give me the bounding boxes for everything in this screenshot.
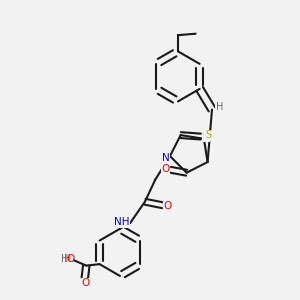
Text: O: O [81,278,89,288]
Text: H: H [61,254,69,264]
Text: S: S [203,132,209,142]
Text: NH: NH [114,217,130,227]
Text: H: H [64,254,72,264]
Text: O: O [162,164,170,174]
Text: S: S [205,130,211,140]
Text: O: O [163,201,171,211]
Text: N: N [162,152,170,163]
Text: O: O [67,254,75,264]
Text: H: H [216,102,223,112]
